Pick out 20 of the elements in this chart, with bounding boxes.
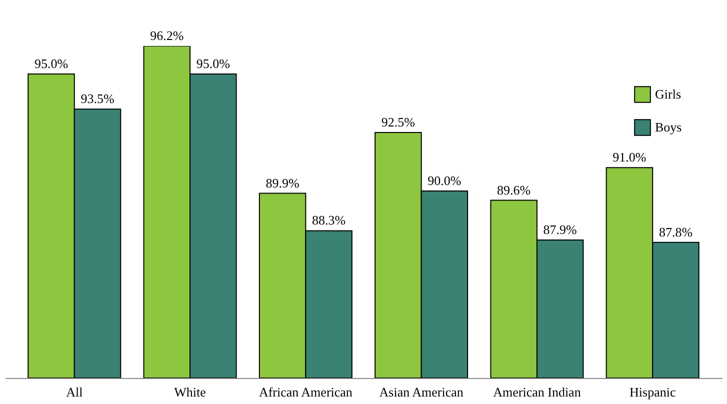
data-label: 96.2%	[150, 28, 184, 43]
data-label: 89.9%	[266, 175, 300, 190]
data-label: 87.9%	[543, 222, 578, 238]
legend-label: Girls	[655, 86, 681, 102]
x-tick-label: American Indian	[493, 384, 582, 400]
data-label: 90.0%	[428, 172, 462, 188]
data-label: 92.5%	[381, 114, 416, 130]
x-tick-label: Asian American	[379, 384, 464, 400]
data-label: 95.0%	[196, 56, 230, 72]
legend-label: Boys	[655, 120, 682, 134]
data-label: 91.0%	[612, 150, 646, 165]
data-label: 87.8%	[658, 224, 693, 240]
data-label: 95.0%	[34, 56, 68, 72]
x-tick-label: All	[66, 384, 84, 400]
data-label: 93.5%	[80, 91, 114, 106]
x-tick-label: White	[174, 384, 206, 400]
x-tick-label: African American	[258, 384, 353, 400]
data-label: 88.3%	[312, 212, 346, 228]
x-tick-label: Hispanic	[630, 384, 676, 400]
data-label: 89.6%	[497, 182, 531, 198]
